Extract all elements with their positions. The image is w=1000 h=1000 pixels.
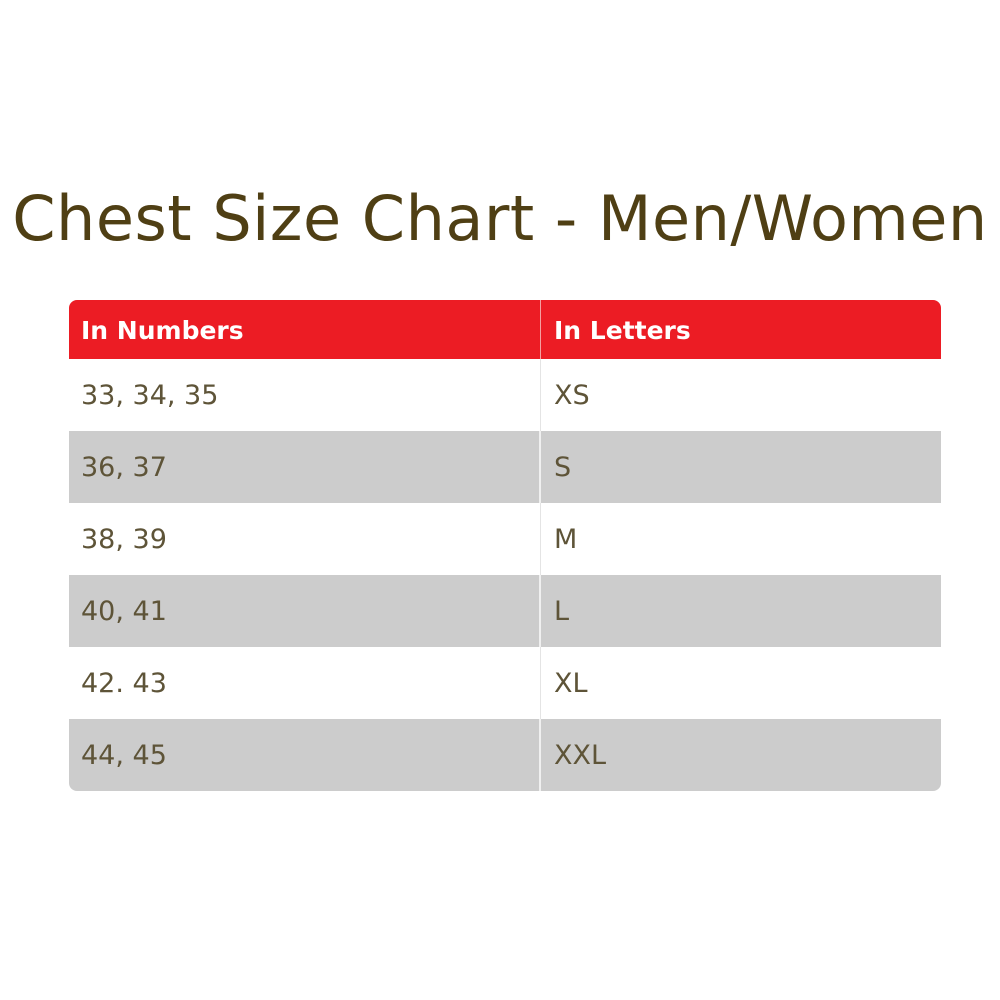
header-in-numbers: In Numbers xyxy=(69,300,541,359)
cell-numbers: 33, 34, 35 xyxy=(69,359,541,431)
table-row: 44, 45 XXL xyxy=(69,719,941,791)
cell-numbers: 36, 37 xyxy=(69,431,541,503)
cell-numbers: 42. 43 xyxy=(69,647,541,719)
cell-letters: XS xyxy=(554,379,590,411)
table-row: 42. 43 XL xyxy=(69,647,941,719)
cell-numbers: 44, 45 xyxy=(69,719,541,791)
table-header: In Numbers In Letters xyxy=(69,300,941,359)
cell-letters: M xyxy=(554,523,578,555)
header-in-letters: In Letters xyxy=(554,316,691,345)
size-table: In Numbers In Letters 33, 34, 35 XS 36, … xyxy=(69,300,941,791)
cell-numbers: 40, 41 xyxy=(69,575,541,647)
cell-numbers: 38, 39 xyxy=(69,503,541,575)
page-title: Chest Size Chart - Men/Women xyxy=(12,182,988,255)
cell-letters: XL xyxy=(554,667,588,699)
table-row: 36, 37 S xyxy=(69,431,941,503)
table-row: 33, 34, 35 XS xyxy=(69,359,941,431)
cell-letters: S xyxy=(554,451,572,483)
cell-letters: XXL xyxy=(554,739,607,771)
table-row: 38, 39 M xyxy=(69,503,941,575)
cell-letters: L xyxy=(554,595,570,627)
table-row: 40, 41 L xyxy=(69,575,941,647)
